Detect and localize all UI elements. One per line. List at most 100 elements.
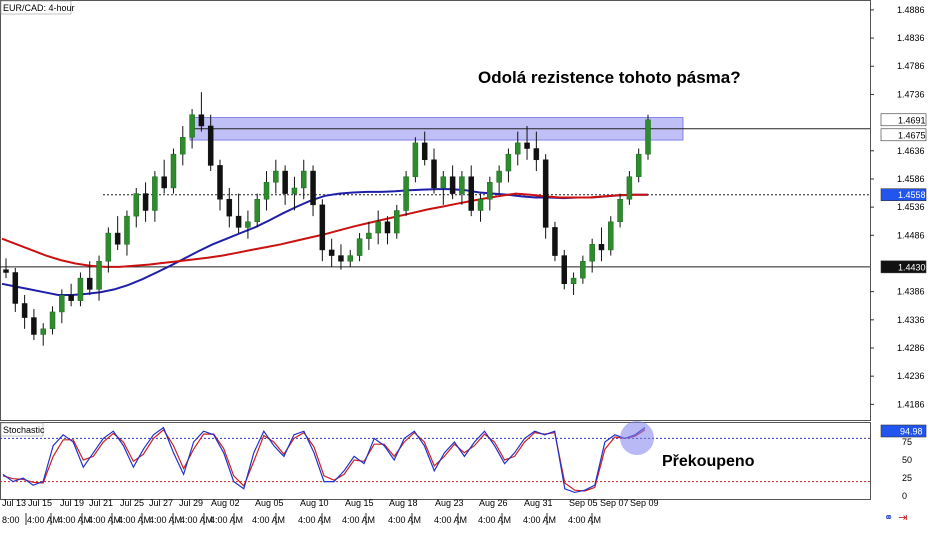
time-label: 4:00 AM (210, 515, 243, 525)
price-tick-label: 1.4236 (897, 371, 925, 381)
time-label: 4:00 AM (252, 515, 285, 525)
candle (105, 227, 112, 273)
date-label: Jul 25 (120, 498, 144, 508)
title-box (0, 0, 72, 15)
stochastic-tick-label: 25 (902, 473, 912, 483)
candle (273, 159, 279, 194)
price-tag: 1.4691 (880, 113, 927, 127)
price-tick-label: 1.4886 (897, 5, 925, 15)
candle (533, 131, 540, 172)
overbought-highlight (620, 421, 654, 455)
date-label: Jul 27 (149, 498, 173, 508)
date-label: Aug 23 (435, 498, 464, 508)
price-tick-label: 1.4486 (897, 230, 925, 240)
price-tick-label: 1.4536 (897, 202, 925, 212)
candle (477, 193, 484, 222)
candle (40, 323, 46, 346)
candle (161, 159, 167, 194)
time-label: 4:00 AM (88, 515, 121, 525)
svg-text:94.98: 94.98 (900, 427, 923, 437)
candle (608, 216, 614, 256)
date-label: Aug 15 (345, 498, 374, 508)
candle (338, 244, 344, 270)
candle (431, 148, 437, 194)
time-label: 4:00 AM (149, 515, 182, 525)
candle (142, 182, 149, 222)
candle (180, 125, 186, 166)
candle (133, 187, 140, 228)
stochastic-tick-label: 75 (902, 437, 912, 447)
time-label: 4:00 AM (342, 515, 375, 525)
stochastic-k-line (2, 426, 646, 494)
price-tick-label: 1.4786 (897, 61, 925, 71)
price-tag: 1.4558 (880, 188, 927, 202)
candle (384, 216, 391, 245)
candle (635, 148, 642, 183)
time-label: 4:00 AM (298, 515, 331, 525)
candle (12, 267, 19, 312)
date-label: Jul 15 (28, 498, 52, 508)
candle (31, 309, 37, 341)
candle (198, 92, 205, 132)
candle (487, 176, 493, 211)
candle (366, 221, 372, 250)
arrow-right-icon[interactable]: ⇥ (898, 512, 908, 524)
date-label: Aug 02 (211, 498, 240, 508)
candle (245, 210, 251, 239)
candle (49, 306, 56, 335)
stochastic-tick-label: 50 (902, 455, 912, 465)
candle (207, 114, 214, 172)
time-label: 4:00 AM (568, 515, 601, 525)
candle (124, 210, 130, 256)
candle (235, 193, 242, 234)
time-label: 8:00 (2, 515, 20, 525)
price-tick-label: 1.4336 (897, 315, 925, 325)
candle (552, 221, 558, 262)
candle (291, 176, 298, 211)
date-label: Aug 10 (300, 498, 329, 508)
candle (96, 255, 102, 301)
date-label: Sep 05 (569, 498, 598, 508)
stochastic-layer: 75 50 25 0 94.98 (0, 424, 927, 501)
link-icon[interactable]: ⚭ (884, 512, 894, 524)
stochastic-panel (0, 422, 871, 500)
annotation-bottom: Překoupeno (662, 453, 755, 470)
candle (412, 137, 419, 183)
time-label: 4:00 AM (388, 515, 421, 525)
price-tick-label: 1.4836 (897, 33, 925, 43)
candle (580, 255, 586, 284)
candle (589, 238, 595, 273)
price-tick-label: 1.4186 (897, 399, 925, 409)
price-axis: 1.4886 1.4836 1.4786 1.4736 1.4636 1.4586 1.45… (870, 5, 925, 409)
candle (561, 249, 568, 290)
candle (356, 233, 363, 262)
date-label: Jul 19 (60, 498, 84, 508)
price-tick-label: 1.4736 (897, 89, 925, 99)
price-tick-label: 1.4286 (897, 343, 925, 353)
moving-average-line (1, 188, 648, 296)
date-label: Jul 13 (2, 498, 26, 508)
candle (300, 159, 307, 200)
stochastic-value-tag: 94.98 (880, 424, 927, 438)
price-tick-label: 1.4636 (897, 146, 925, 156)
time-label: 4:00 AM (118, 515, 151, 525)
time-label: 4:00 AM (27, 515, 60, 525)
time-label: 4:00 AM (523, 515, 556, 525)
date-label: Jul 29 (179, 498, 203, 508)
candle (645, 114, 651, 160)
date-label: Sep 07 (600, 498, 629, 508)
price-tags: 1.4691 1.4675 1.4558 1.4430 (880, 113, 927, 274)
candle (152, 171, 158, 222)
candle (514, 131, 521, 166)
candle (86, 261, 93, 296)
svg-text:1.4558: 1.4558 (898, 190, 926, 200)
stochastic-label-box (0, 422, 44, 437)
candle (226, 187, 233, 228)
candle (189, 109, 195, 149)
candle (77, 272, 84, 307)
price-tick-label: 1.4586 (897, 174, 925, 184)
date-label: Aug 05 (255, 498, 284, 508)
candle (542, 154, 549, 239)
stochastic-tick-label: 0 (902, 491, 907, 501)
candle (263, 171, 270, 211)
